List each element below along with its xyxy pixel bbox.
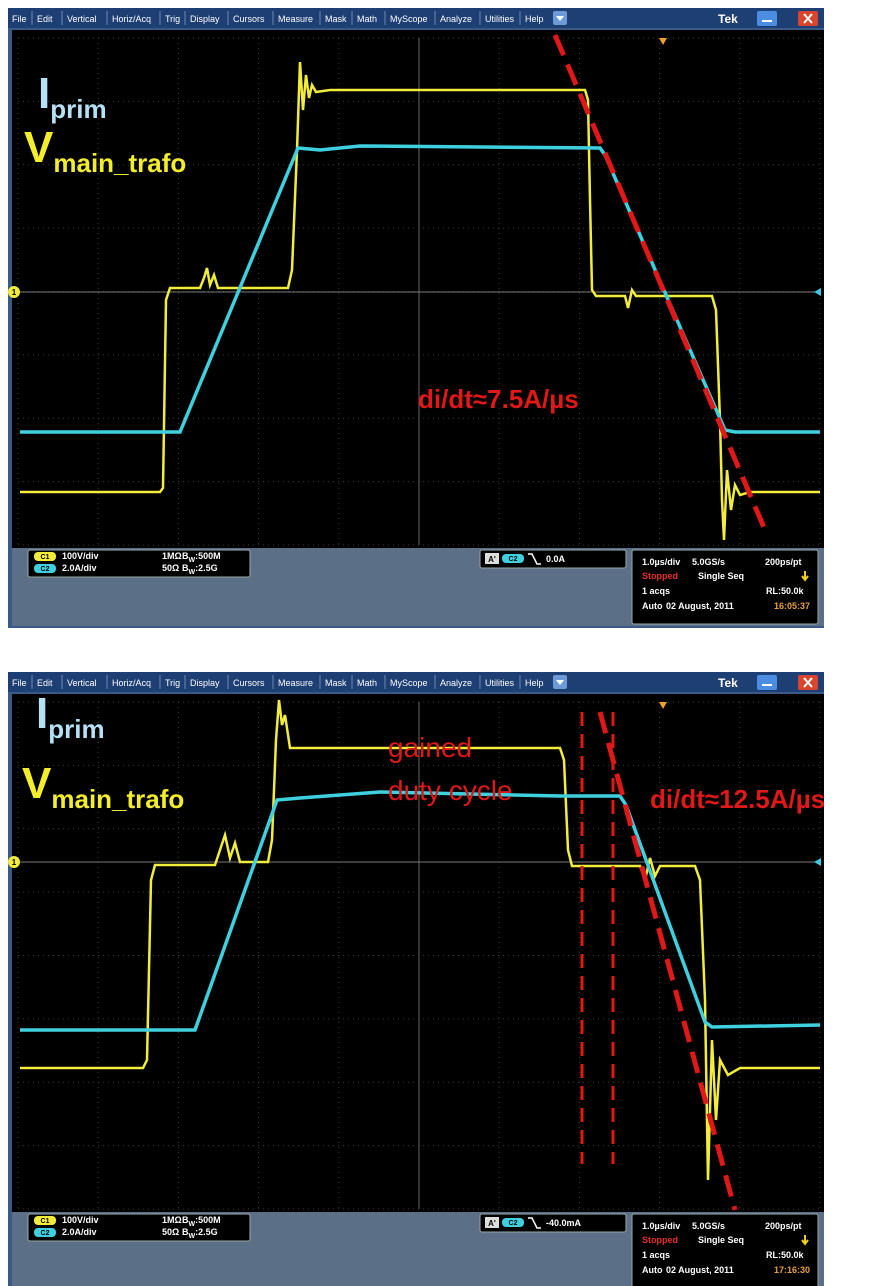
trigger-source: C2 — [509, 1220, 518, 1227]
acq-count: 1 acqs — [642, 586, 670, 596]
channel-badge-label: C1 — [41, 554, 50, 561]
menu-item[interactable]: File — [12, 14, 27, 24]
current-label-main: I — [36, 689, 48, 738]
channel-marker-label: 1 — [12, 858, 17, 867]
menu-item[interactable]: Display — [190, 678, 220, 688]
menu-item[interactable]: Measure — [278, 678, 313, 688]
sample-rate: 5.0GS/s — [692, 1221, 725, 1231]
trigger-source: C2 — [509, 556, 518, 563]
menu-item[interactable]: Analyze — [440, 678, 472, 688]
trigger-level: 0.0A — [546, 554, 566, 564]
scope-screen: File Edit Vertical Horiz/Acq Trig Display Curs… — [8, 8, 824, 628]
channel-scale: 2.0A/div — [62, 563, 97, 573]
record-length: RL:50.0k — [766, 1250, 805, 1260]
date: 02 August, 2011 — [666, 1265, 734, 1275]
bw-value: :2.5G — [195, 1227, 218, 1237]
trigger-mode: Auto — [642, 601, 663, 611]
date: 02 August, 2011 — [666, 601, 734, 611]
record-length: RL:50.0k — [766, 586, 805, 596]
channel-badge-label: C1 — [41, 1218, 50, 1225]
menu-item[interactable]: Utilities — [485, 14, 515, 24]
acq-mode: Single Seq — [698, 1235, 744, 1245]
time: 17:16:30 — [774, 1265, 810, 1275]
channel-badge-label: C2 — [41, 1230, 50, 1237]
menu-item[interactable]: Cursors — [233, 14, 265, 24]
annotation: duty cycle — [388, 775, 513, 806]
voltage-label-sub: main_trafo — [51, 784, 184, 814]
menu-item[interactable]: MyScope — [390, 14, 428, 24]
minimize-button[interactable] — [757, 675, 777, 690]
menu-item[interactable]: File — [12, 678, 27, 688]
menu-item[interactable]: Horiz/Acq — [112, 678, 151, 688]
menu-item[interactable]: Measure — [278, 14, 313, 24]
acq-mode: Single Seq — [698, 571, 744, 581]
menu-item[interactable]: Trig — [165, 14, 180, 24]
channel-scale: 2.0A/div — [62, 1227, 97, 1237]
bw-value: :2.5G — [195, 563, 218, 573]
bw-value: :500M — [195, 1215, 221, 1225]
menu-item[interactable]: Horiz/Acq — [112, 14, 151, 24]
channel-badge-label: C2 — [41, 566, 50, 573]
brand-logo: Tek — [718, 12, 738, 26]
scope-display — [12, 30, 824, 548]
trigger-badge-label: A' — [488, 1219, 496, 1228]
resolution: 200ps/pt — [765, 557, 802, 567]
menu-item[interactable]: Mask — [325, 14, 347, 24]
menu-item[interactable]: Edit — [37, 14, 53, 24]
menu-item[interactable]: Cursors — [233, 678, 265, 688]
timebase-scale: 1.0µs/div — [642, 1221, 680, 1231]
menu-item[interactable]: Utilities — [485, 678, 515, 688]
voltage-label-main: V — [24, 123, 54, 172]
menu-item[interactable]: Help — [525, 14, 544, 24]
menu-item[interactable]: Math — [357, 678, 377, 688]
menu-item[interactable]: Display — [190, 14, 220, 24]
annotation: di/dt≈7.5A/µs — [418, 384, 579, 414]
channel-impedance: 50Ω — [162, 1227, 179, 1237]
menu-item[interactable]: Edit — [37, 678, 53, 688]
acq-count: 1 acqs — [642, 1250, 670, 1260]
trigger-level: -40.0mA — [546, 1218, 582, 1228]
menu-item[interactable]: Vertical — [67, 14, 97, 24]
menu-item[interactable]: Trig — [165, 678, 180, 688]
trigger-badge-label: A' — [488, 555, 496, 564]
channel-marker-label: 1 — [12, 288, 17, 297]
current-label-sub: prim — [50, 94, 106, 124]
page: File Edit Vertical Horiz/Acq Trig Display Curs… — [0, 0, 892, 1286]
channel-scale: 100V/div — [62, 551, 99, 561]
acq-state: Stopped — [642, 571, 678, 581]
channel-impedance: 1MΩ — [162, 1215, 182, 1225]
sample-rate: 5.0GS/s — [692, 557, 725, 567]
voltage-label-main: V — [22, 759, 52, 808]
brand-logo: Tek — [718, 676, 738, 690]
minimize-button[interactable] — [757, 11, 777, 26]
current-label-sub: prim — [48, 714, 104, 744]
current-label-main: I — [38, 69, 50, 118]
acq-state: Stopped — [642, 1235, 678, 1245]
time: 16:05:37 — [774, 601, 810, 611]
annotation: di/dt≈12.5A/µs — [650, 784, 825, 814]
scope-screen: File Edit Vertical Horiz/Acq Trig Display Curs… — [8, 672, 825, 1286]
timebase-scale: 1.0µs/div — [642, 557, 680, 567]
channel-impedance: 50Ω — [162, 563, 179, 573]
channel-scale: 100V/div — [62, 1215, 99, 1225]
menu-item[interactable]: Help — [525, 678, 544, 688]
trigger-mode: Auto — [642, 1265, 663, 1275]
menu-item[interactable]: Mask — [325, 678, 347, 688]
menu-item[interactable]: Math — [357, 14, 377, 24]
screenshots: File Edit Vertical Horiz/Acq Trig Display Curs… — [0, 0, 892, 1286]
menu-item[interactable]: Analyze — [440, 14, 472, 24]
resolution: 200ps/pt — [765, 1221, 802, 1231]
channel-impedance: 1MΩ — [162, 551, 182, 561]
voltage-label-sub: main_trafo — [53, 148, 186, 178]
menu-item[interactable]: Vertical — [67, 678, 97, 688]
annotation: gained — [388, 732, 472, 763]
menu-item[interactable]: MyScope — [390, 678, 428, 688]
bw-value: :500M — [195, 551, 221, 561]
